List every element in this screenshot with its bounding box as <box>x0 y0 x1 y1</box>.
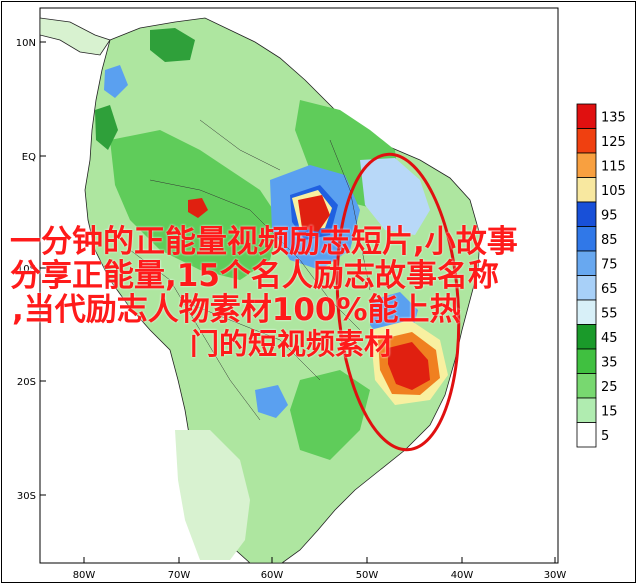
blue-region-northeast <box>360 158 430 235</box>
overlay-caption-line-4: 门的短视频素材 <box>190 327 394 361</box>
pale-region-south <box>175 430 250 560</box>
longitude-axis: 80W 70W 60W 50W 40W 30W <box>73 557 567 581</box>
lat-label-eq: EQ <box>22 152 36 163</box>
legend-swatch-5 <box>576 422 597 448</box>
lon-label-40w: 40W <box>451 570 474 581</box>
colorbar-legend: 135 125 115 105 95 85 75 65 55 45 35 25 15 5 <box>576 103 626 448</box>
highlight-ellipse <box>335 152 461 452</box>
overlay-caption-line-3: ,当代励志人物素材100%能上热 <box>12 292 461 328</box>
lon-label-50w: 50W <box>356 570 379 581</box>
red-region-center <box>298 195 330 232</box>
legend-label-45: 45 <box>601 331 618 346</box>
legend-label-5: 5 <box>601 429 609 444</box>
blue-region-south <box>255 385 288 418</box>
lat-label-30s: 30S <box>17 491 36 502</box>
legend-label-125: 125 <box>601 135 626 150</box>
overlay-caption-line-1: 一分钟的正能量视频励志短片,小故事 <box>10 224 518 260</box>
legend-label-85: 85 <box>601 233 618 248</box>
red-region-west <box>188 198 208 218</box>
legend-label-55: 55 <box>601 306 618 321</box>
blue-region-north <box>104 65 128 98</box>
legend-label-15: 15 <box>601 404 618 419</box>
lat-label-10s: 10S <box>17 264 36 275</box>
green-region-southeast <box>290 370 370 460</box>
lon-label-80w: 80W <box>73 570 96 581</box>
legend-label-75: 75 <box>601 257 618 272</box>
dark-green-west <box>95 105 118 150</box>
latitude-axis: 10N EQ 10S 20S 30S <box>16 38 46 502</box>
lat-label-10n: 10N <box>16 38 36 49</box>
political-boundaries <box>129 119 371 421</box>
legend-label-115: 115 <box>601 159 626 174</box>
red-region-southeast <box>388 342 430 390</box>
legend-label-135: 135 <box>601 110 626 125</box>
central-america-land <box>40 17 111 56</box>
legend-label-65: 65 <box>601 282 618 297</box>
legend-label-35: 35 <box>601 355 618 370</box>
dark-green-north <box>150 28 195 62</box>
lon-label-30w: 30W <box>544 570 567 581</box>
overlay-caption-line-2: 分享正能量,15个名人励志故事名称 <box>10 258 499 294</box>
legend-label-105: 105 <box>601 184 626 199</box>
legend-label-95: 95 <box>601 208 618 223</box>
legend-label-25: 25 <box>601 380 618 395</box>
lon-label-70w: 70W <box>168 570 191 581</box>
lat-label-20s: 20S <box>17 377 36 388</box>
lon-label-60w: 60W <box>261 570 284 581</box>
